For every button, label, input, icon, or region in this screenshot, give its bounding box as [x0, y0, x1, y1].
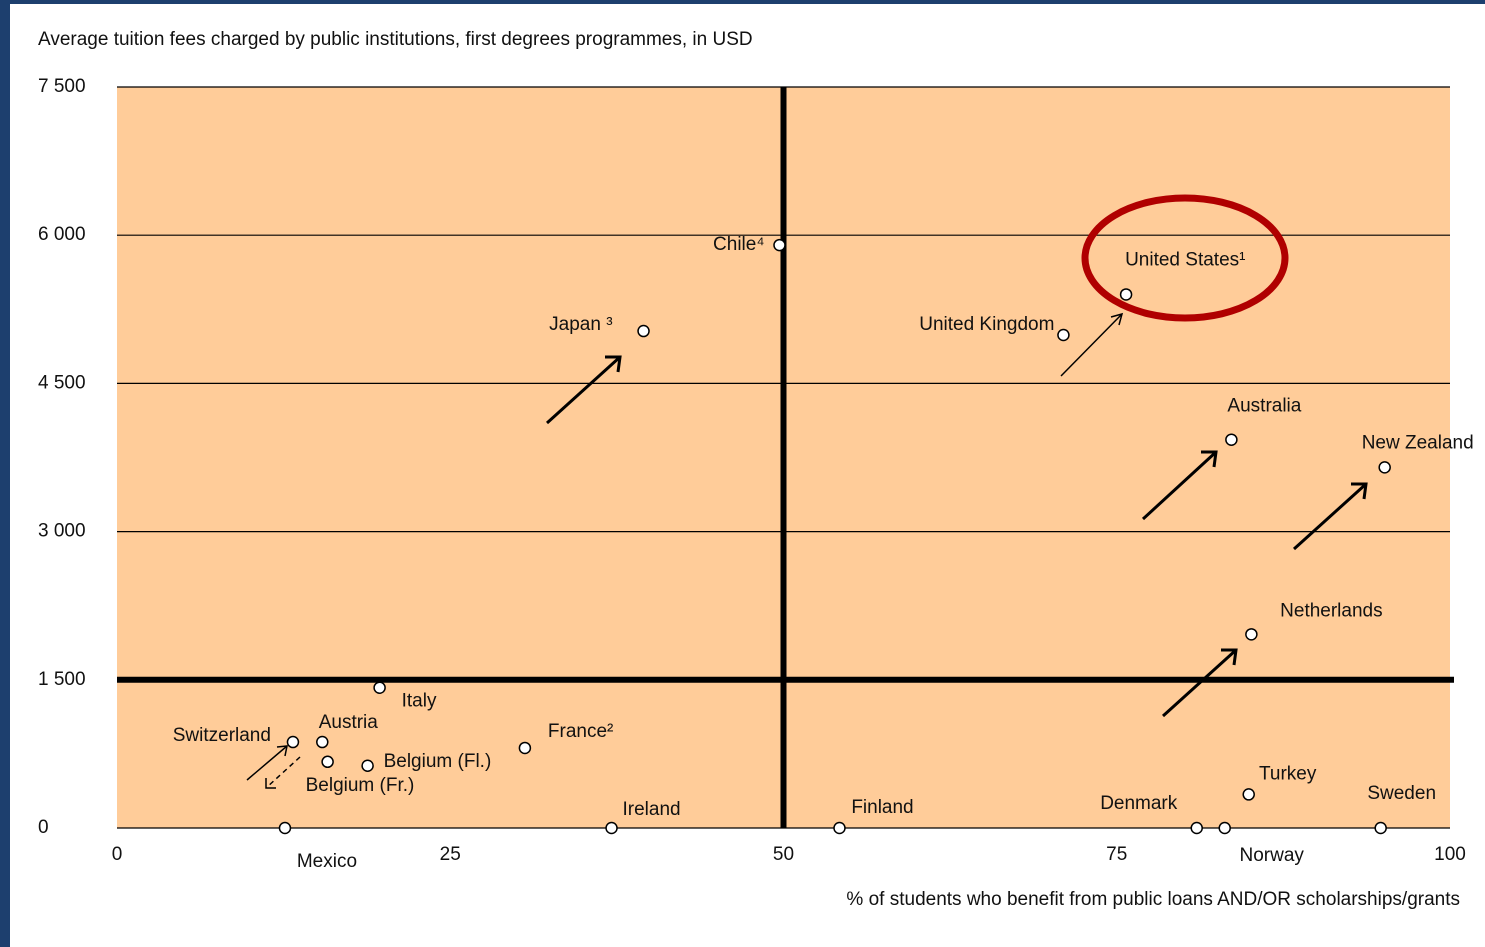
chart-title: Average tuition fees charged by public i… — [38, 29, 753, 50]
highlight-circle — [1081, 194, 1289, 322]
point — [637, 324, 650, 338]
x-tick-label: 25 — [440, 844, 461, 865]
point-label: Australia — [1227, 396, 1301, 417]
arrow-head — [1201, 450, 1218, 468]
point — [1378, 461, 1391, 474]
y-tick-label: 0 — [38, 817, 49, 838]
thin-arrows — [246, 312, 1124, 789]
point-label: Chile⁴ — [713, 234, 764, 255]
y-tick-label: 1 500 — [38, 669, 86, 690]
point — [1190, 821, 1203, 835]
arrow-head — [1351, 482, 1368, 500]
point — [373, 681, 386, 694]
point — [605, 821, 618, 835]
y-tick-label: 7 500 — [38, 76, 86, 97]
point — [316, 735, 329, 749]
point-label: Mexico — [297, 851, 357, 872]
point — [518, 741, 532, 755]
point — [1242, 788, 1255, 801]
point — [1218, 821, 1231, 835]
point-label: Ireland — [622, 799, 680, 820]
point-label: Finland — [851, 797, 913, 818]
point-label: United States¹ — [1125, 249, 1245, 270]
point-label: France² — [548, 721, 613, 742]
x-tick-label: 75 — [1106, 844, 1127, 865]
point — [773, 238, 786, 252]
arrow — [1141, 450, 1218, 521]
arrow-head — [605, 355, 622, 373]
point-label: United Kingdom — [919, 314, 1054, 335]
point — [278, 821, 292, 835]
y-tick-label: 4 500 — [38, 372, 86, 393]
point-label: Belgium (Fr.) — [306, 775, 415, 796]
point — [1225, 433, 1238, 446]
dashed-arrow — [265, 756, 301, 789]
arrow — [1060, 313, 1123, 377]
arrow-head — [276, 745, 288, 757]
point — [833, 821, 846, 835]
point — [1374, 821, 1387, 835]
point-label: Netherlands — [1280, 600, 1382, 621]
arrow — [1292, 482, 1368, 551]
point-label: Austria — [319, 712, 379, 733]
point — [1057, 328, 1070, 342]
arrow-head — [265, 778, 276, 789]
x-tick-label: 100 — [1434, 844, 1466, 865]
point-label: Turkey — [1259, 763, 1317, 784]
point-label: Denmark — [1100, 793, 1178, 814]
arrow — [1161, 648, 1238, 718]
y-tick-label: 6 000 — [38, 224, 86, 245]
arrows — [545, 355, 1368, 718]
point-label: Italy — [402, 691, 437, 712]
point-label: Switzerland — [173, 725, 271, 746]
arrow-head — [1110, 312, 1124, 326]
point-label: Belgium (Fl.) — [384, 751, 492, 772]
arrow — [545, 355, 622, 425]
point — [321, 755, 334, 769]
point-label: Norway — [1240, 845, 1305, 866]
point — [361, 759, 374, 773]
point-label: New Zealand — [1362, 432, 1474, 453]
y-tick-label: 3 000 — [38, 521, 86, 542]
point — [1119, 288, 1133, 301]
plot-layer: 0 1 500 3 000 4 500 6 000 7 500 0 25 50 75 100 Chil… — [38, 76, 1474, 872]
arrow — [246, 745, 288, 781]
point-label: Sweden — [1367, 783, 1436, 804]
x-axis-label: % of students who benefit from public lo… — [846, 889, 1460, 910]
arrow-head — [1221, 648, 1238, 666]
point — [1245, 628, 1258, 641]
point-label: Japan ³ — [549, 314, 612, 335]
x-tick-label: 50 — [773, 844, 794, 865]
x-tick-label: 0 — [112, 844, 123, 865]
point — [286, 735, 300, 749]
